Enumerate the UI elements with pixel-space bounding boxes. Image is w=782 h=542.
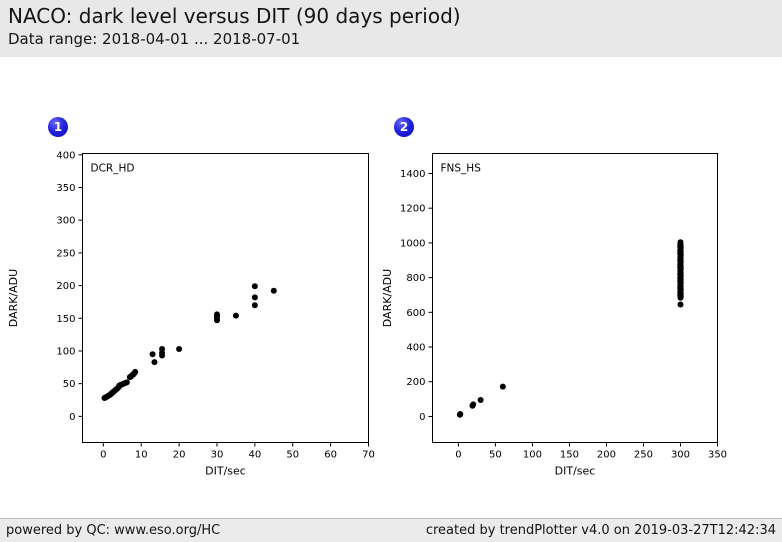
data-point [270, 287, 277, 294]
data-point [251, 302, 258, 309]
x-tick-label: 50 [489, 450, 502, 461]
y-tick-label: 350 [56, 183, 75, 194]
y-tick-label: 800 [406, 273, 425, 284]
footer: powered by QC: www.eso.org/HC created by… [0, 518, 782, 542]
y-tick-label: 250 [56, 248, 75, 259]
x-axis-label: DIT/sec [555, 465, 596, 478]
x-tick-label: 0 [100, 450, 106, 461]
data-point [123, 379, 130, 386]
y-tick-label: 600 [406, 308, 425, 319]
page-subtitle: Data range: 2018-04-01 ... 2018-07-01 [8, 30, 301, 48]
panel-2-badge[interactable]: 2 [394, 117, 414, 137]
y-tick-label: 400 [406, 343, 425, 354]
axis-spine [82, 153, 369, 443]
y-axis-label: DARK/ADU [381, 269, 394, 327]
data-point [232, 312, 239, 319]
data-point [677, 239, 684, 246]
y-tick-label: 1400 [400, 169, 425, 180]
panel-1-badge[interactable]: 1 [48, 117, 68, 137]
panel-label: DCR_HD [91, 163, 135, 175]
y-tick-label: 100 [56, 346, 75, 357]
axis-spine [432, 153, 718, 443]
x-tick-label: 100 [523, 450, 542, 461]
page-title: NACO: dark level versus DIT (90 days per… [8, 4, 461, 28]
footer-right-text: created by trendPlotter v4.0 on 2019-03-… [425, 523, 776, 538]
header: NACO: dark level versus DIT (90 days per… [0, 0, 782, 57]
y-tick-label: 200 [56, 281, 75, 292]
x-tick-label: 50 [286, 450, 299, 461]
x-tick-label: 0 [455, 450, 461, 461]
x-tick-label: 70 [362, 450, 375, 461]
x-tick-label: 200 [597, 450, 616, 461]
data-point [149, 351, 156, 358]
footer-left-text: powered by QC: www.eso.org/HC [6, 523, 221, 538]
y-tick-label: 50 [63, 379, 76, 390]
x-tick-label: 30 [211, 450, 224, 461]
x-tick-label: 300 [671, 450, 690, 461]
y-tick-label: 0 [69, 412, 75, 423]
x-axis-label: DIT/sec [205, 465, 246, 478]
data-point [251, 283, 258, 290]
data-point [457, 411, 464, 418]
x-tick-label: 10 [135, 450, 148, 461]
data-point [251, 294, 258, 301]
x-tick-label: 60 [324, 450, 337, 461]
y-axis-label: DARK/ADU [7, 269, 20, 327]
x-tick-label: 150 [560, 450, 579, 461]
data-point [151, 359, 158, 366]
x-tick-label: 250 [634, 450, 653, 461]
data-point [159, 346, 166, 352]
y-tick-label: 400 [56, 150, 75, 161]
x-tick-label: 20 [173, 450, 186, 461]
x-tick-label: 40 [248, 450, 261, 461]
y-tick-label: 1200 [400, 204, 425, 215]
data-point [477, 396, 484, 403]
y-tick-label: 200 [406, 377, 425, 388]
data-point [677, 301, 684, 308]
data-point [176, 346, 183, 352]
data-point [499, 383, 506, 390]
y-tick-label: 300 [56, 216, 75, 227]
data-point [132, 368, 139, 375]
x-tick-label: 350 [708, 450, 727, 461]
data-point [213, 311, 220, 318]
data-point [470, 401, 477, 408]
y-tick-label: 0 [419, 412, 425, 423]
y-tick-label: 1000 [400, 238, 425, 249]
y-tick-label: 150 [56, 314, 75, 325]
panel-label: FNS_HS [441, 163, 482, 175]
